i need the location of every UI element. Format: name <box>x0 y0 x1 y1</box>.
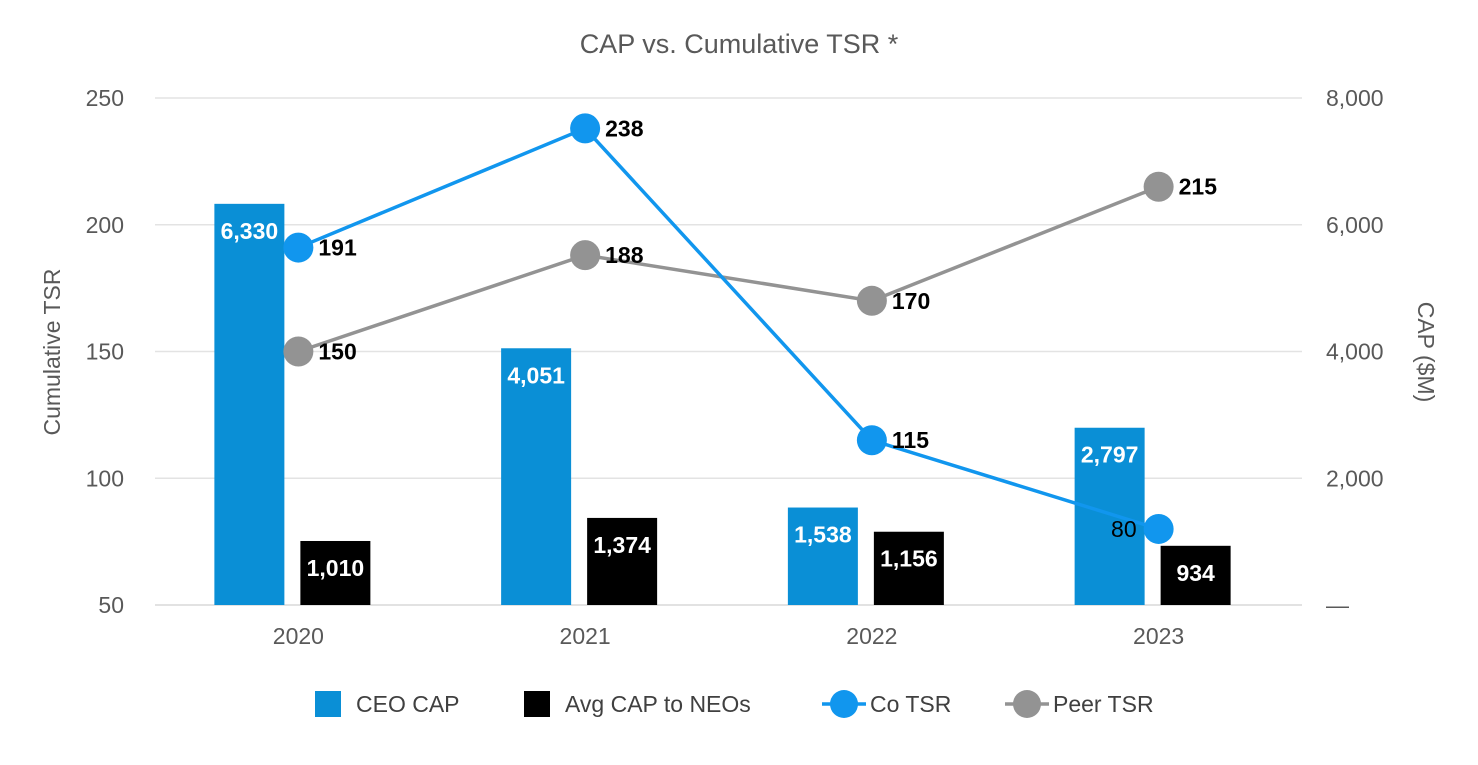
ceo-cap-label: 4,051 <box>507 362 565 388</box>
right-axis-title: CAP ($M) <box>1413 302 1439 403</box>
left-tick-label: 150 <box>86 339 124 365</box>
right-axis-ticks: 8,000 6,000 4,000 2,000 — <box>1326 85 1384 618</box>
right-tick-label: 8,000 <box>1326 85 1384 111</box>
neo-cap-label: 934 <box>1176 560 1215 586</box>
x-axis-ticks: 2020 2021 2022 2023 <box>273 623 1184 649</box>
legend-marker <box>830 690 858 718</box>
x-tick-label: 2023 <box>1133 623 1184 649</box>
x-tick-label: 2020 <box>273 623 324 649</box>
co-tsr-label: 115 <box>892 427 929 453</box>
ceo-cap-label: 2,797 <box>1081 442 1139 468</box>
left-tick-label: 100 <box>86 465 124 491</box>
legend-label: CEO CAP <box>356 691 460 717</box>
bars: 6,330 4,051 1,538 2,797 1,010 1,374 1,156 934 <box>214 203 1231 605</box>
right-tick-label: — <box>1326 592 1349 618</box>
ceo-cap-bar <box>214 203 285 605</box>
left-tick-label: 200 <box>86 212 124 238</box>
ceo-cap-bar <box>787 507 858 605</box>
legend: CEO CAP Avg CAP to NEOs Co TSR Peer TSR <box>315 690 1154 718</box>
co-tsr-label: 80 <box>1111 516 1137 542</box>
co-tsr-label: 238 <box>605 115 644 141</box>
neo-cap-label: 1,010 <box>307 555 365 581</box>
peer-tsr-label: 170 <box>892 288 930 314</box>
neo-cap-bar <box>300 540 371 605</box>
co-tsr-point <box>283 232 314 263</box>
peer-tsr-point <box>856 285 887 316</box>
legend-marker <box>1013 690 1041 718</box>
right-tick-label: 6,000 <box>1326 212 1384 238</box>
neo-cap-label: 1,374 <box>593 532 651 558</box>
right-tick-label: 4,000 <box>1326 339 1384 365</box>
x-tick-label: 2021 <box>560 623 611 649</box>
peer-tsr-point <box>570 240 601 271</box>
ceo-cap-bar <box>501 348 572 605</box>
peer-tsr-point <box>283 336 314 367</box>
neo-cap-label: 1,156 <box>880 546 938 572</box>
left-tick-label: 250 <box>86 85 124 111</box>
co-tsr-point <box>856 425 887 456</box>
left-tick-label: 50 <box>98 592 124 618</box>
left-axis-ticks: 250 200 150 100 50 <box>86 85 124 618</box>
peer-tsr-label: 215 <box>1179 174 1218 200</box>
lines: 150 188 170 215 191 238 115 80 <box>283 113 1217 544</box>
ceo-cap-label: 6,330 <box>221 218 279 244</box>
left-axis-title: Cumulative TSR <box>39 268 65 435</box>
right-tick-label: 2,000 <box>1326 465 1384 491</box>
co-tsr-label: 191 <box>318 235 357 261</box>
co-tsr-line <box>297 126 1160 531</box>
neo-cap-bar <box>873 531 944 605</box>
chart-title: CAP vs. Cumulative TSR * <box>580 29 899 59</box>
peer-tsr-line <box>297 185 1160 354</box>
ceo-cap-bar <box>1074 427 1145 605</box>
legend-label: Avg CAP to NEOs <box>565 691 751 717</box>
legend-label: Peer TSR <box>1053 691 1154 717</box>
co-tsr-point <box>570 113 601 144</box>
neo-cap-bar <box>587 517 658 605</box>
peer-tsr-label: 150 <box>318 339 356 365</box>
neo-cap-bar <box>1160 545 1231 605</box>
x-tick-label: 2022 <box>846 623 897 649</box>
co-tsr-point <box>1143 513 1174 544</box>
peer-tsr-point <box>1143 171 1174 202</box>
peer-tsr-label: 188 <box>605 242 644 268</box>
ceo-cap-label: 1,538 <box>794 522 852 548</box>
legend-swatch <box>315 691 341 717</box>
legend-label: Co TSR <box>870 691 951 717</box>
legend-swatch <box>524 691 550 717</box>
